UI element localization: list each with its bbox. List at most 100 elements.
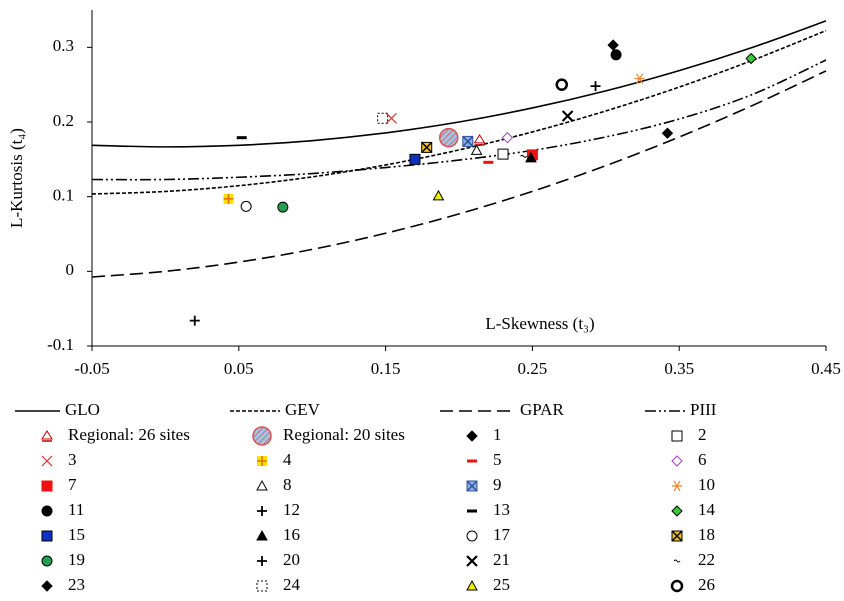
y-tick-label: 0.3 — [53, 36, 74, 55]
legend-label: 4 — [283, 450, 292, 469]
legend-marker — [252, 426, 272, 446]
legend-label: Regional: 26 sites — [68, 425, 190, 444]
site-point — [377, 112, 389, 124]
marker-part — [670, 579, 684, 593]
legend-marker — [41, 505, 53, 517]
site-point — [189, 315, 200, 326]
legend-marker — [671, 505, 683, 517]
curve — [91, 29, 827, 195]
marker-part — [256, 529, 268, 541]
legend-label: 3 — [68, 450, 77, 469]
x-tick-label: -0.05 — [74, 359, 109, 378]
legend-marker — [670, 579, 684, 593]
legend-marker — [466, 579, 478, 591]
legend-label: GPAR — [520, 400, 564, 419]
legend-marker — [671, 430, 683, 442]
legend-label: 10 — [698, 475, 715, 494]
legend-label: 11 — [68, 500, 84, 519]
legend-marker — [466, 480, 478, 492]
marker-part — [462, 135, 474, 147]
marker-part — [671, 455, 683, 467]
marker-part — [256, 479, 268, 491]
y-tick-label: 0.2 — [53, 111, 74, 130]
marker-part — [745, 52, 757, 65]
marker-part — [189, 315, 200, 326]
legend-marker — [673, 559, 681, 563]
legend-label: 15 — [68, 525, 85, 544]
legend-label: 23 — [68, 575, 85, 594]
marker-part — [240, 200, 252, 212]
legend-marker — [466, 530, 478, 542]
legend-label: 19 — [68, 550, 85, 569]
legend-label: 21 — [493, 550, 510, 569]
marker-part — [671, 430, 683, 442]
marker-part — [466, 480, 478, 492]
legend-marker — [672, 480, 682, 492]
marker-part — [610, 49, 622, 61]
site-point — [497, 148, 509, 160]
site-point — [561, 110, 574, 122]
site-point — [386, 112, 397, 124]
legend-label: 7 — [68, 475, 77, 494]
marker-part — [41, 480, 53, 492]
legend-marker — [257, 456, 267, 466]
legend-marker — [671, 530, 683, 542]
legend-label: 20 — [283, 550, 300, 569]
site-point — [421, 141, 433, 153]
legend-label: 13 — [493, 500, 510, 519]
marker-part — [421, 141, 433, 153]
site-point — [470, 144, 483, 155]
marker-part — [41, 580, 53, 592]
site-point — [634, 73, 645, 85]
marker-part — [561, 110, 574, 122]
legend-marker — [256, 529, 268, 541]
marker-part — [257, 456, 267, 466]
marker-part — [634, 73, 645, 85]
legend-label: Regional: 20 sites — [283, 425, 405, 444]
legend-label: 17 — [493, 525, 511, 544]
x-tick-label: 0.15 — [371, 359, 401, 378]
marker-part — [671, 530, 683, 542]
site-point — [555, 78, 569, 91]
marker-part — [41, 430, 53, 440]
site-point — [590, 81, 601, 92]
x-tick-label: 0.05 — [224, 359, 254, 378]
marker-part — [590, 81, 601, 92]
site-point — [525, 151, 537, 163]
legend-marker — [257, 506, 267, 516]
site-point — [501, 131, 514, 144]
marker-part — [41, 505, 53, 517]
marker-part — [661, 127, 674, 139]
marker-part — [466, 579, 478, 591]
marker-part — [501, 131, 514, 144]
marker-part — [252, 426, 272, 446]
site-point — [520, 154, 527, 158]
legend-label: 12 — [283, 500, 300, 519]
curve — [91, 70, 827, 278]
y-tick-label: -0.1 — [47, 335, 74, 354]
legend-marker — [256, 580, 268, 592]
marker-part — [432, 189, 445, 201]
marker-part — [377, 112, 389, 124]
legend-label: 16 — [283, 525, 300, 544]
marker-part — [555, 78, 569, 91]
site-point — [661, 127, 674, 139]
marker-part — [41, 455, 53, 467]
legend-label: 9 — [493, 475, 502, 494]
y-tick-label: 0.1 — [53, 186, 74, 205]
legend-label: 2 — [698, 425, 707, 444]
legend-label: 26 — [698, 575, 715, 594]
site-point — [473, 133, 486, 146]
site-point — [462, 135, 474, 147]
site-point — [432, 189, 445, 201]
legend-marker — [466, 555, 478, 567]
legend-marker — [466, 430, 478, 442]
marker-part — [473, 133, 486, 144]
legend-label: 14 — [698, 500, 716, 519]
legend-marker — [41, 580, 53, 592]
marker-part — [256, 580, 268, 592]
legend-label: 6 — [698, 450, 707, 469]
legend-marker — [41, 480, 53, 492]
marker-part — [671, 505, 683, 517]
